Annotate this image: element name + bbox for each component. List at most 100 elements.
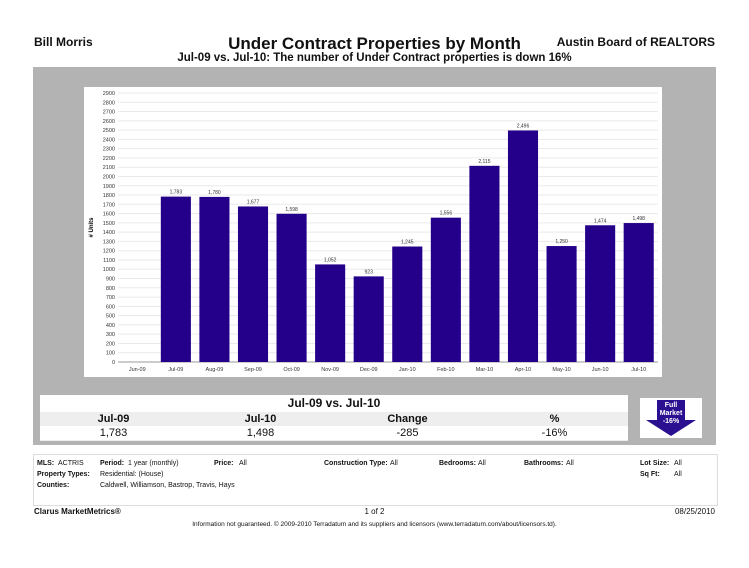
x-tick-label: Jul-09 — [168, 367, 183, 373]
counties-label: Counties: — [37, 482, 70, 489]
data-label: 1,677 — [247, 199, 260, 205]
page-subtitle: Jul-09 vs. Jul-10: The number of Under C… — [177, 52, 572, 64]
y-tick-label: 1900 — [103, 184, 115, 190]
page-number: 1 of 2 — [364, 507, 385, 516]
y-tick-label: 900 — [106, 277, 115, 283]
x-tick-label: Nov-09 — [321, 367, 339, 373]
counties-value: Caldwell, Williamson, Bastrop, Travis, H… — [100, 482, 235, 489]
y-tick-label: 300 — [106, 332, 115, 338]
y-tick-label: 2500 — [103, 128, 115, 134]
bar — [315, 264, 346, 362]
y-tick-label: 100 — [106, 351, 115, 357]
board-name: Austin Board of REALTORS — [556, 35, 715, 49]
x-tick-label: Apr-10 — [515, 367, 532, 373]
summary-header: Jul-10 — [244, 413, 277, 425]
disclaimer: Information not guaranteed. © 2009-2010 … — [192, 521, 557, 528]
x-tick-label: Jun-09 — [129, 367, 146, 373]
bedrooms-value: All — [478, 460, 486, 467]
lot-size-label: Lot Size: — [640, 460, 670, 467]
badge-line: Market — [659, 410, 683, 417]
bar — [160, 196, 191, 362]
data-label: 1,474 — [594, 218, 607, 224]
y-tick-label: 1700 — [103, 202, 115, 208]
period-label: Period: — [100, 460, 125, 467]
y-tick-label: 2700 — [103, 110, 115, 116]
badge-line: Full — [664, 402, 678, 409]
bar — [430, 217, 461, 362]
summary-header: Change — [387, 413, 428, 425]
bar — [199, 196, 230, 362]
mls-label: MLS: — [37, 460, 55, 467]
x-tick-label: Jan-10 — [399, 367, 416, 373]
y-tick-label: 1400 — [103, 230, 115, 236]
agent-name: Bill Morris — [34, 35, 93, 49]
y-tick-label: 1300 — [103, 239, 115, 245]
bar — [469, 165, 500, 362]
bar — [392, 246, 423, 362]
y-tick-label: 2200 — [103, 156, 115, 162]
y-tick-label: 800 — [106, 286, 115, 292]
y-tick-label: 1500 — [103, 221, 115, 227]
page-title: Under Contract Properties by Month — [228, 34, 521, 53]
criteria-box: MLS: ACTRIS Period: 1 year (monthly) Pri… — [33, 454, 718, 506]
summary-table: Jul-09 vs. Jul-10 Jul-09 Jul-10 Change %… — [40, 395, 628, 441]
data-label: 1,556 — [440, 211, 453, 217]
y-tick-label: 400 — [106, 323, 115, 329]
x-tick-label: May-10 — [552, 367, 570, 373]
y-tick-label: 1000 — [103, 267, 115, 273]
construction-value: All — [390, 460, 398, 467]
summary-value: -285 — [396, 427, 419, 439]
brand: Clarus MarketMetrics® — [34, 507, 121, 516]
y-tick-label: 500 — [106, 314, 115, 320]
y-axis-label: # Units — [89, 217, 95, 238]
y-tick-label: 1100 — [103, 258, 115, 264]
period-value: 1 year (monthly) — [128, 460, 179, 467]
bar — [237, 206, 269, 362]
x-tick-label: Dec-09 — [360, 367, 378, 373]
mls-value: ACTRIS — [58, 460, 84, 467]
y-tick-label: 2900 — [103, 91, 115, 97]
summary-value: 1,498 — [246, 427, 275, 439]
full-market-badge: Full Market -16% — [640, 398, 702, 438]
data-label: 1,598 — [285, 207, 298, 213]
down-arrow-icon — [646, 400, 696, 436]
bar — [507, 130, 539, 362]
y-tick-label: 2100 — [103, 165, 115, 171]
data-label: 1,783 — [170, 190, 183, 196]
lot-size-value: All — [674, 460, 682, 467]
construction-label: Construction Type: — [324, 460, 388, 467]
y-tick-label: 200 — [106, 341, 115, 347]
y-tick-label: 600 — [106, 304, 115, 310]
y-tick-label: 2400 — [103, 137, 115, 143]
x-tick-label: Oct-09 — [283, 367, 300, 373]
y-tick-label: 1600 — [103, 212, 115, 218]
bedrooms-label: Bedrooms: — [439, 460, 476, 467]
summary-value: 1,783 — [99, 427, 128, 439]
summary-title: Jul-09 vs. Jul-10 — [40, 395, 628, 412]
price-label: Price: — [214, 460, 234, 467]
summary-value: -16% — [541, 427, 568, 439]
x-tick-label: Mar-10 — [476, 367, 493, 373]
sqft-value: All — [674, 471, 682, 478]
property-types-label: Property Types: — [37, 471, 90, 478]
chart-container: 0 100 200 300 400 500 600 700 800 900 1000 1100 1200… — [84, 87, 662, 377]
bar — [276, 213, 307, 362]
bar — [623, 223, 654, 362]
summary-header: % — [549, 413, 560, 425]
bathrooms-value: All — [566, 460, 574, 467]
data-label: 1,250 — [555, 239, 568, 245]
x-tick-label: Feb-10 — [437, 367, 454, 373]
x-tick-label: Jul-10 — [631, 367, 646, 373]
y-tick-label: 2800 — [103, 100, 115, 106]
data-label: 1,245 — [401, 240, 414, 246]
data-label: 923 — [365, 269, 374, 275]
x-tick-label: Sep-09 — [244, 367, 262, 373]
badge-line: -16% — [662, 418, 680, 425]
y-tick-label: 2000 — [103, 174, 115, 180]
summary-header: Jul-09 — [97, 413, 130, 425]
data-label: 1,780 — [208, 190, 221, 196]
bar — [353, 276, 384, 362]
property-types-value: Residential: (House) — [100, 471, 164, 478]
y-tick-label: 1800 — [103, 193, 115, 199]
sqft-label: Sq Ft: — [640, 471, 660, 478]
